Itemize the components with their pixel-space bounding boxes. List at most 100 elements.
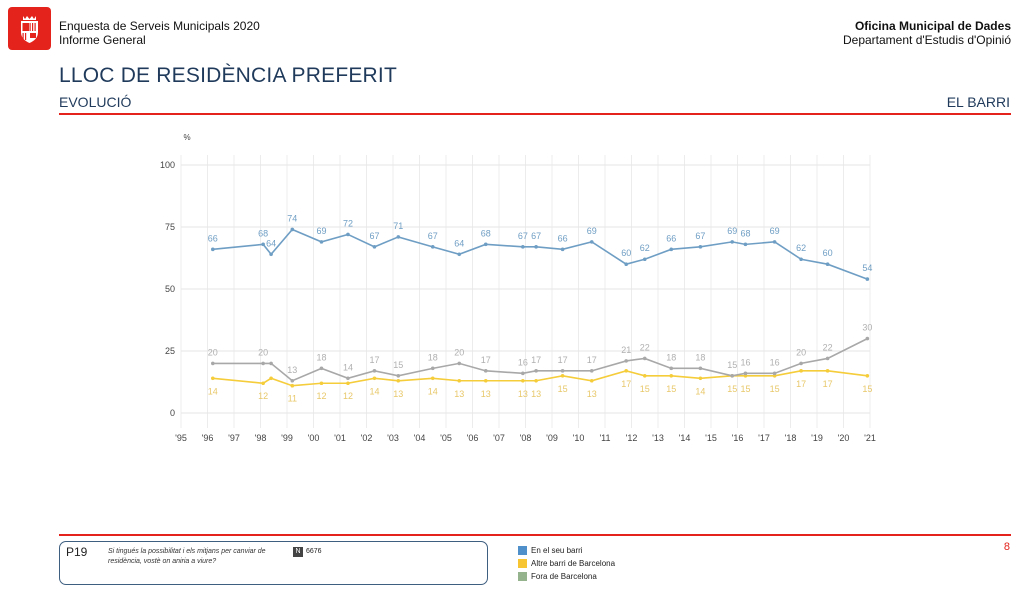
data-label-en-el-seu-barri: 69 <box>727 226 737 236</box>
data-point-en-el-seu-barri <box>560 247 565 252</box>
data-label-fora-de-barcelona: 16 <box>770 357 780 367</box>
data-label-fora-de-barcelona: 20 <box>454 347 464 357</box>
x-tick-label: '07 <box>493 433 505 443</box>
question-box: P19 Si tingués la possibilitat i els mit… <box>59 541 488 585</box>
sample-size: 6676 <box>306 548 322 555</box>
data-label-fora-de-barcelona: 14 <box>343 362 353 372</box>
legend-item-fora-de-barcelona: Fora de Barcelona <box>518 570 615 583</box>
data-point-en-el-seu-barri <box>642 257 647 262</box>
x-tick-label: '02 <box>361 433 373 443</box>
data-label-en-el-seu-barri: 67 <box>695 231 705 241</box>
data-point-fora-de-barcelona <box>319 366 324 371</box>
report-type: Informe General <box>59 33 146 47</box>
data-point-fora-de-barcelona <box>457 361 462 366</box>
data-point-fora-de-barcelona <box>669 366 674 371</box>
page-subtitle: EVOLUCIÓ <box>59 94 132 110</box>
x-tick-label: '05 <box>440 433 452 443</box>
x-tick-label: '01 <box>334 433 346 443</box>
x-tick-label: '11 <box>599 433 610 443</box>
data-point-altre-barri-de-barcelona <box>457 378 462 383</box>
data-point-fora-de-barcelona <box>396 374 401 378</box>
data-label-fora-de-barcelona: 17 <box>558 355 568 365</box>
legend-swatch <box>518 546 527 555</box>
data-point-en-el-seu-barri <box>457 252 462 257</box>
data-point-en-el-seu-barri <box>290 227 295 232</box>
data-label-en-el-seu-barri: 69 <box>587 226 597 236</box>
data-label-en-el-seu-barri: 60 <box>823 248 833 258</box>
x-tick-label: '12 <box>626 433 638 443</box>
data-point-fora-de-barcelona <box>799 361 803 366</box>
data-point-en-el-seu-barri <box>396 235 401 239</box>
y-tick-label: 50 <box>165 284 175 294</box>
data-label-en-el-seu-barri: 54 <box>862 263 872 273</box>
data-point-fora-de-barcelona <box>865 336 870 341</box>
chart-legend: En el seu barri Altre barri de Barcelona… <box>518 544 615 583</box>
data-point-fora-de-barcelona <box>430 366 435 371</box>
data-point-fora-de-barcelona <box>269 361 273 366</box>
data-point-altre-barri-de-barcelona <box>560 374 565 378</box>
data-point-en-el-seu-barri <box>698 245 703 249</box>
data-label-en-el-seu-barri: 74 <box>287 213 297 223</box>
chart-svg: 0 25 50 75 100% '95 '96 '97 '98 '99 '00 '01 '02 '03 '0… <box>160 133 876 443</box>
data-label-en-el-seu-barri: 67 <box>428 231 438 241</box>
data-point-en-el-seu-barri <box>269 252 273 257</box>
data-label-fora-de-barcelona: 18 <box>666 352 676 362</box>
x-tick-label: '95 <box>175 433 187 443</box>
data-label-fora-de-barcelona: 17 <box>481 355 491 365</box>
data-label-en-el-seu-barri: 68 <box>258 228 268 238</box>
data-label-en-el-seu-barri: 72 <box>343 218 353 228</box>
data-label-altre-barri-de-barcelona: 15 <box>666 384 676 394</box>
data-point-altre-barri-de-barcelona <box>290 383 295 388</box>
data-label-fora-de-barcelona: 16 <box>518 357 528 367</box>
header-right: Oficina Municipal de Dades Departament d… <box>843 19 1011 47</box>
data-label-en-el-seu-barri: 69 <box>770 226 780 236</box>
data-label-en-el-seu-barri: 67 <box>531 231 541 241</box>
data-point-fora-de-barcelona <box>743 371 748 376</box>
y-tick-label: 0 <box>170 408 175 418</box>
x-tick-label: '99 <box>281 433 293 443</box>
page-number: 8 <box>1003 541 1010 553</box>
data-label-altre-barri-de-barcelona: 12 <box>343 391 353 401</box>
data-point-altre-barri-de-barcelona <box>698 376 703 381</box>
data-label-en-el-seu-barri: 66 <box>666 233 676 243</box>
data-label-en-el-seu-barri: 66 <box>558 233 568 243</box>
survey-title: Enquesta de Serveis Municipals 2020 <box>59 19 260 33</box>
legend-swatch <box>518 572 527 581</box>
coat-of-arms-icon <box>21 16 38 43</box>
header-left: Enquesta de Serveis Municipals 2020 Info… <box>59 19 260 47</box>
data-point-fora-de-barcelona <box>698 366 703 371</box>
data-label-en-el-seu-barri: 69 <box>316 226 326 236</box>
data-point-altre-barri-de-barcelona <box>642 374 647 378</box>
legend-swatch <box>518 559 527 568</box>
data-point-fora-de-barcelona <box>642 356 647 361</box>
data-point-altre-barri-de-barcelona <box>372 376 377 381</box>
data-point-altre-barri-de-barcelona <box>799 369 803 373</box>
x-tick-label: '10 <box>573 433 585 443</box>
y-tick-label: 100 <box>160 160 175 170</box>
page-scope: EL BARRI <box>946 94 1010 110</box>
x-tick-label: '13 <box>652 433 664 443</box>
data-label-en-el-seu-barri: 62 <box>796 243 806 253</box>
data-point-en-el-seu-barri <box>346 232 350 237</box>
question-code: P19 <box>66 545 88 559</box>
x-tick-label: '06 <box>467 433 479 443</box>
department-name: Departament d'Estudis d'Opinió <box>842 33 1011 47</box>
data-point-en-el-seu-barri <box>624 262 628 266</box>
data-point-fora-de-barcelona <box>211 361 215 366</box>
data-label-altre-barri-de-barcelona: 14 <box>208 386 218 396</box>
x-tick-label: '18 <box>785 433 797 443</box>
data-point-fora-de-barcelona <box>290 378 295 383</box>
data-label-altre-barri-de-barcelona: 12 <box>316 391 326 401</box>
data-label-en-el-seu-barri: 60 <box>621 248 631 258</box>
x-tick-label: '00 <box>308 433 320 443</box>
legend-item-en-el-seu-barri: En el seu barri <box>518 544 615 557</box>
data-label-altre-barri-de-barcelona: 15 <box>770 384 780 394</box>
data-point-altre-barri-de-barcelona <box>521 378 525 383</box>
data-label-fora-de-barcelona: 17 <box>369 355 379 365</box>
data-point-en-el-seu-barri <box>319 240 324 244</box>
data-point-fora-de-barcelona <box>261 361 265 366</box>
data-label-en-el-seu-barri: 64 <box>454 238 464 248</box>
data-label-altre-barri-de-barcelona: 17 <box>823 379 833 389</box>
data-label-fora-de-barcelona: 16 <box>740 357 750 367</box>
data-label-fora-de-barcelona: 13 <box>287 365 297 375</box>
